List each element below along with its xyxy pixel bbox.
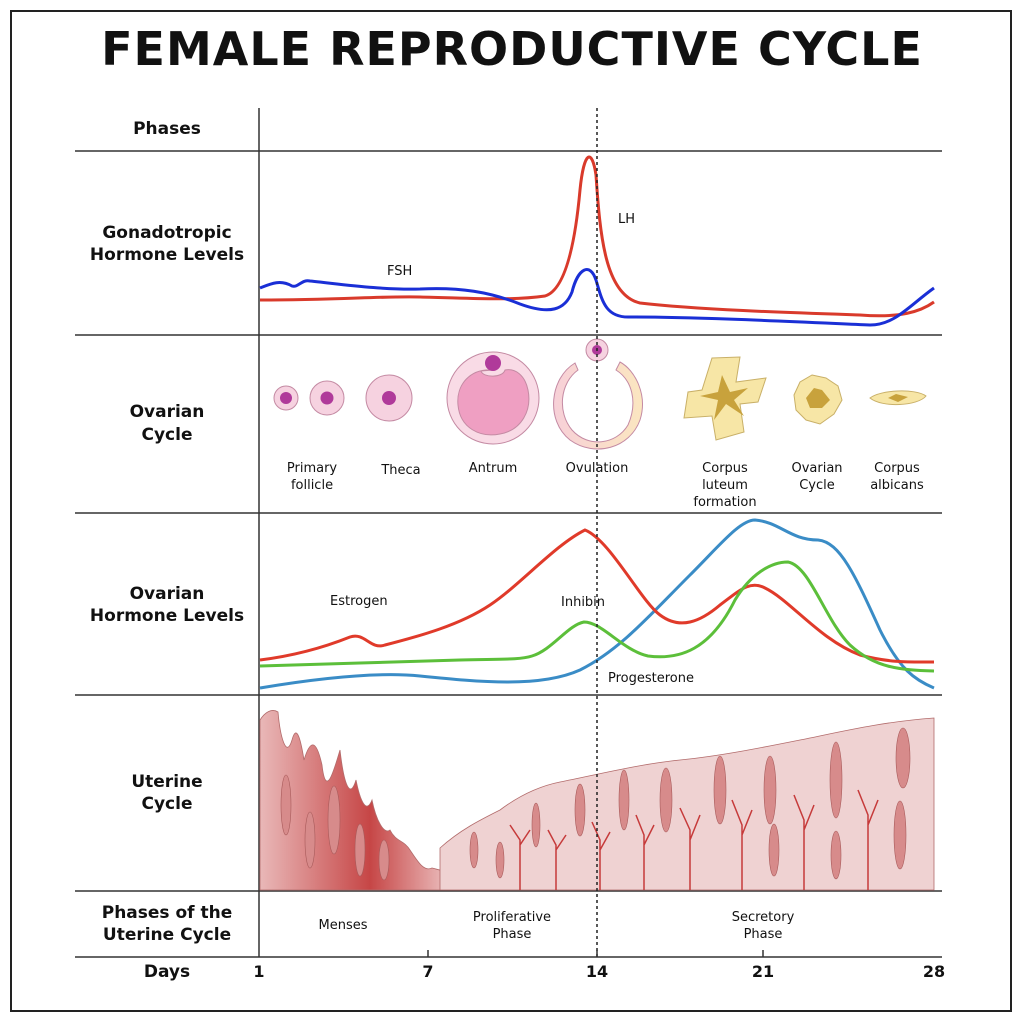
primary-follicle-icon <box>273 385 299 411</box>
gland-shape <box>531 802 541 848</box>
stage-label-corpus-albicans-1: Corpus <box>874 461 920 476</box>
gland-shape <box>354 823 366 877</box>
spiral-artery <box>509 824 531 890</box>
row-label-uterine-1: Uterine <box>131 772 202 792</box>
uterine-phase-secretory-1: Secretory <box>732 910 795 925</box>
ovulation-icon <box>553 338 643 450</box>
gland-shape <box>495 841 505 879</box>
spiral-artery <box>591 821 611 890</box>
stage-label-corpus-albicans-2: albicans <box>870 478 924 493</box>
stage-label-antrum: Antrum <box>469 461 517 476</box>
gland-shape <box>574 783 586 837</box>
antrum-follicle-icon <box>446 351 540 445</box>
day-axis <box>427 950 764 957</box>
inhibin-label: Inhibin <box>561 595 605 610</box>
row-label-uterine-phases-1: Phases of the <box>102 903 232 923</box>
spiral-artery <box>793 794 815 890</box>
row-label-days: Days <box>144 962 190 982</box>
progesterone-label: Progesterone <box>608 671 694 686</box>
lh-curve <box>259 155 935 318</box>
diagram-title: FEMALE REPRODUCTIVE CYCLE <box>101 22 923 76</box>
estrogen-curve <box>259 528 935 664</box>
day-label-28: 28 <box>923 962 945 981</box>
stage-label-corpus-luteum-2: luteum <box>702 478 748 493</box>
gland-shape <box>763 755 777 825</box>
secondary-follicle-icon <box>309 380 345 416</box>
ovarian-corpus-icon <box>793 374 843 425</box>
gland-shape <box>280 774 292 836</box>
row-label-uterine-2: Cycle <box>142 794 193 814</box>
gland-shape <box>469 831 479 869</box>
regenerating-tissue <box>439 717 935 891</box>
spiral-artery <box>547 829 567 890</box>
lh-label: LH <box>618 212 635 227</box>
gland-shape <box>378 839 390 881</box>
stage-label-ovarian-cycle-2: Cycle <box>799 478 835 493</box>
uterine-phase-menses: Menses <box>319 918 368 933</box>
uterine-phase-proliferative-1: Proliferative <box>473 910 551 925</box>
spiral-artery <box>857 789 879 890</box>
gland-shape <box>829 741 843 819</box>
row-label-uterine-phases-2: Uterine Cycle <box>103 925 231 945</box>
fsh-label: FSH <box>387 264 412 279</box>
stage-label-theca: Theca <box>380 463 420 478</box>
uterine-phase-secretory-2: Phase <box>744 927 783 942</box>
stage-label-ovarian-cycle-1: Ovarian <box>791 461 842 476</box>
gland-shape <box>618 769 630 831</box>
row-dividers <box>75 150 942 958</box>
diagram-frame <box>10 10 1012 1012</box>
day-label-21: 21 <box>752 962 774 981</box>
gland-shape <box>304 811 316 869</box>
row-label-ovarian-1: Ovarian <box>130 402 205 422</box>
gland-shape <box>768 823 780 877</box>
inhibin-curve <box>259 560 935 673</box>
endometrium-illustration <box>259 710 935 891</box>
gland-shape <box>893 800 907 870</box>
row-label-ovarian-hormone-1: Ovarian <box>130 584 205 604</box>
spiral-artery <box>731 799 753 890</box>
row-label-ovarian-2: Cycle <box>142 425 193 445</box>
uterine-phase-proliferative-2: Phase <box>493 927 532 942</box>
day-label-1: 1 <box>253 962 264 981</box>
row-label-gonadotropic-1: Gonadotropic <box>102 223 231 243</box>
stage-label-primary-follicle-1: Primary <box>287 461 338 476</box>
theca-follicle-icon <box>365 374 413 422</box>
estrogen-label: Estrogen <box>330 594 388 609</box>
spiral-artery <box>635 814 655 890</box>
spiral-artery <box>679 807 701 890</box>
progesterone-curve <box>259 518 935 690</box>
stage-label-corpus-luteum-1: Corpus <box>702 461 748 476</box>
corpus-luteum-icon <box>683 356 767 441</box>
gland-shape <box>327 785 341 855</box>
day-label-7: 7 <box>422 962 433 981</box>
stage-label-primary-follicle-2: follicle <box>291 478 333 493</box>
row-label-ovarian-hormone-2: Hormone Levels <box>90 606 244 626</box>
gland-shape <box>659 767 673 833</box>
day-label-14: 14 <box>586 962 608 981</box>
gland-shape <box>713 755 727 825</box>
gland-shape <box>895 727 911 789</box>
stage-label-corpus-luteum-3: formation <box>693 495 756 510</box>
fsh-curve <box>259 268 935 327</box>
gland-shape <box>830 830 842 880</box>
row-label-phases: Phases <box>133 119 201 139</box>
row-label-gonadotropic-2: Hormone Levels <box>90 245 244 265</box>
corpus-albicans-icon <box>869 390 927 406</box>
